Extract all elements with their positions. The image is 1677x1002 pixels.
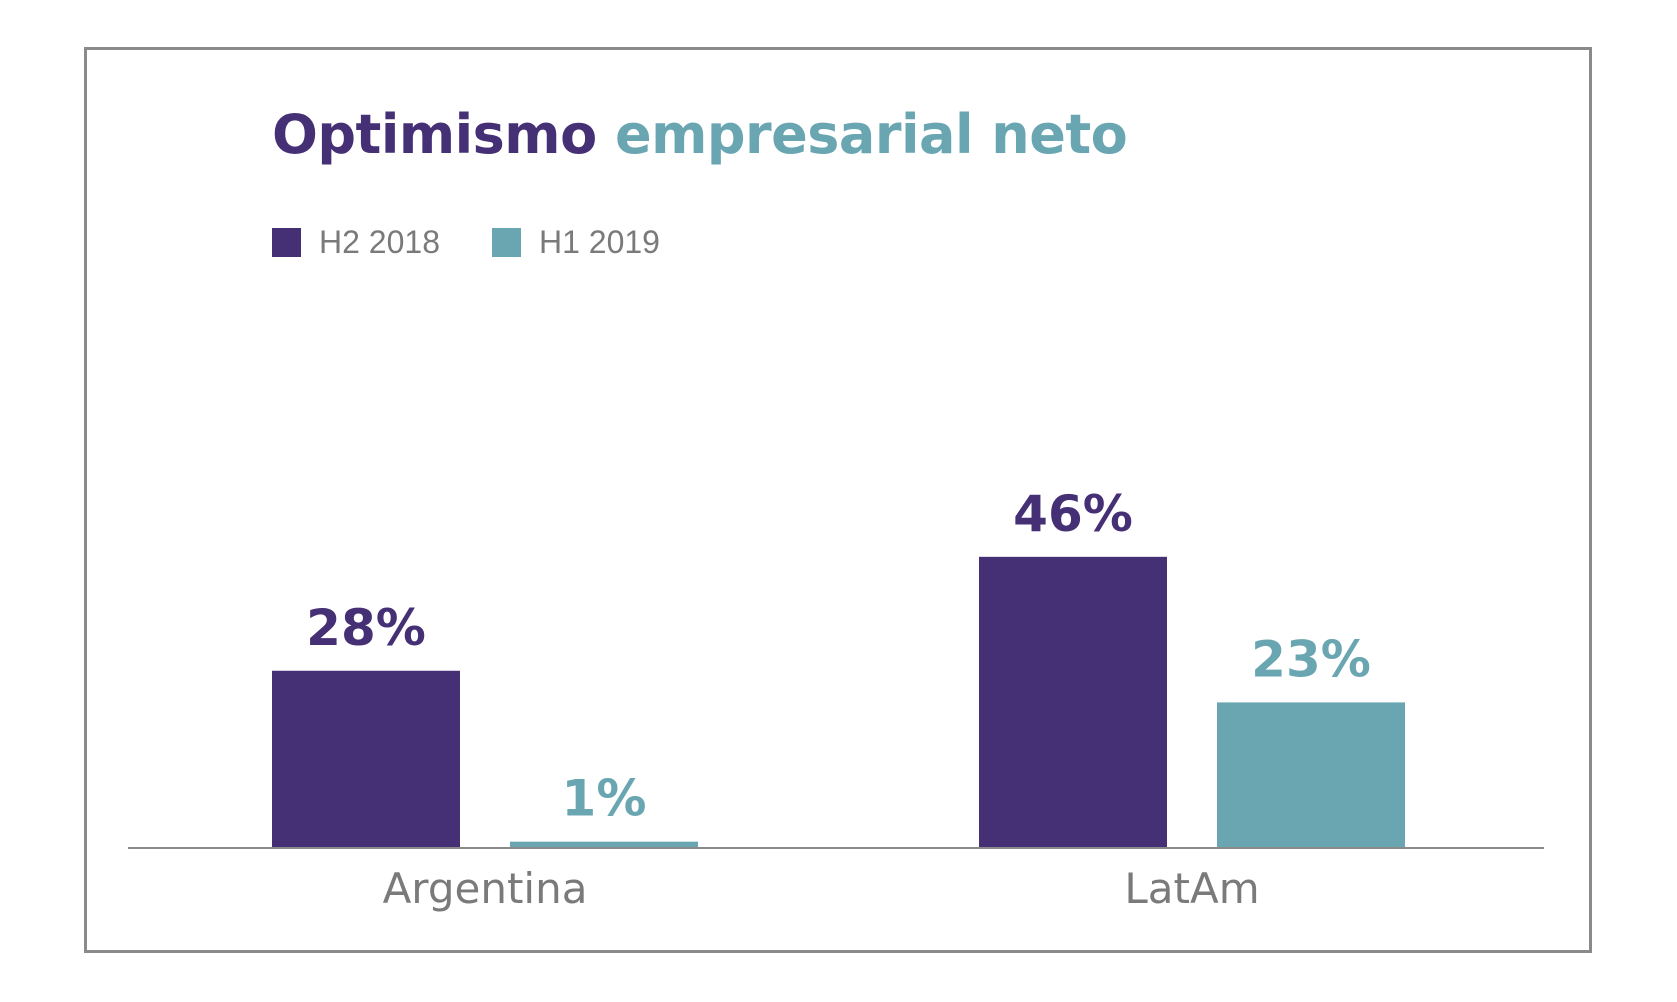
legend-item-h1-2019: H1 2019 [491,224,660,261]
bar-latam-h1-2019 [1217,702,1405,848]
bar-argentina-h1-2019 [510,841,698,848]
chart-title-secondary: empresarial neto [614,103,1128,166]
category-label-latam: LatAm [1124,864,1259,913]
bar-latam-h2-2018 [979,556,1167,848]
data-label-latam-h1-2019: 23% [1251,630,1371,688]
data-label-argentina-h2-2018: 28% [306,599,426,657]
data-label-argentina-h1-2019: 1% [562,770,647,828]
legend-label-h2-2018: H2 2018 [319,224,440,260]
legend-swatch-h1-2019 [491,228,521,257]
legend-label-h1-2019: H1 2019 [538,224,660,260]
data-label-latam-h2-2018: 46% [1013,485,1133,543]
chart-title-primary: Optimismo [272,103,597,166]
bar-argentina-h2-2018 [272,670,460,848]
chart-title: Optimismo empresarial neto [272,100,1128,170]
legend-item-h2-2018: H2 2018 [272,224,440,261]
chart-legend: H2 2018 H1 2019 [272,224,712,261]
legend-swatch-h2-2018 [272,228,301,257]
category-label-argentina: Argentina [383,864,588,913]
